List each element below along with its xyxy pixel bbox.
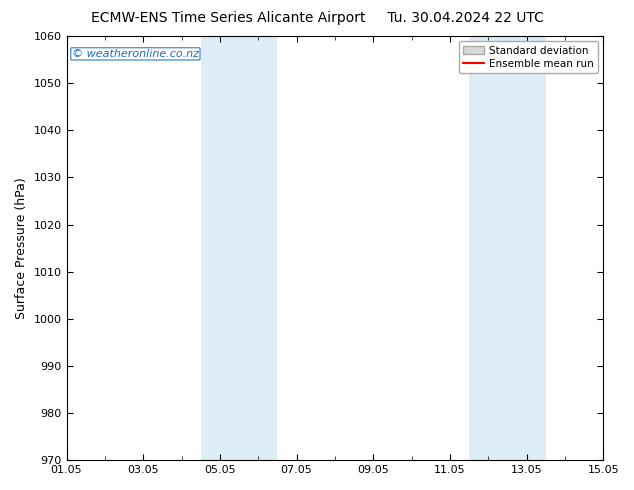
Text: © weatheronline.co.nz: © weatheronline.co.nz bbox=[72, 49, 199, 59]
Text: ECMW-ENS Time Series Alicante Airport     Tu. 30.04.2024 22 UTC: ECMW-ENS Time Series Alicante Airport Tu… bbox=[91, 11, 543, 25]
Bar bbox=[469, 36, 546, 460]
Y-axis label: Surface Pressure (hPa): Surface Pressure (hPa) bbox=[15, 177, 28, 319]
Bar bbox=[201, 36, 277, 460]
Legend: Standard deviation, Ensemble mean run: Standard deviation, Ensemble mean run bbox=[459, 41, 598, 73]
